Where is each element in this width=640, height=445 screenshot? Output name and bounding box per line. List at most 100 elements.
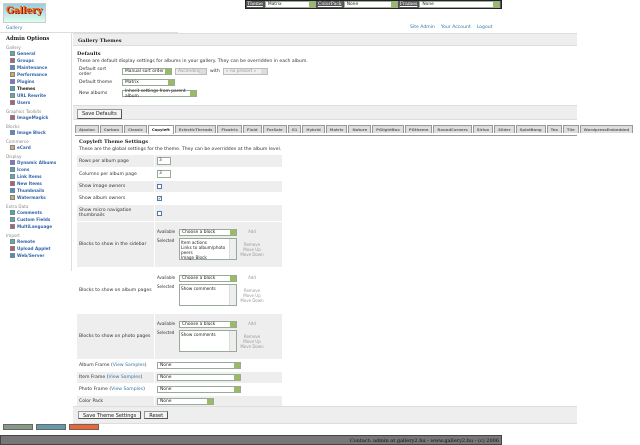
sidebar-item-custom-fields[interactable]: Custom Fields: [6, 216, 67, 223]
gallery2-badge[interactable]: [36, 424, 66, 430]
photo-add-button[interactable]: Add: [248, 321, 256, 326]
icons-icon: [10, 167, 15, 172]
tab-carbon[interactable]: Carbon: [99, 125, 124, 133]
tab-tea[interactable]: Tea: [546, 125, 562, 133]
sidebar-remove-button[interactable]: Remove: [243, 242, 261, 247]
album-remove-button[interactable]: Remove: [243, 288, 261, 293]
show-micro-navigation-checkbox[interactable]: [157, 210, 162, 216]
sidebar-item-remote[interactable]: Remote: [6, 238, 67, 245]
album-frame-select[interactable]: None: [157, 362, 241, 369]
selected-block-item[interactable]: Show comments: [181, 286, 216, 291]
tab-hybrid[interactable]: Hybrid: [302, 125, 325, 133]
sidebar-item-image-block[interactable]: Image Block: [6, 129, 67, 136]
tab-ajaxian[interactable]: Ajaxian: [75, 125, 99, 133]
w3c-badge[interactable]: [3, 424, 33, 430]
default-theme-select[interactable]: Matrix: [122, 79, 175, 86]
tab-splatbang[interactable]: SplatBang: [515, 125, 546, 133]
sidebar-move-down-button[interactable]: Move Down: [240, 252, 264, 257]
colorpack-select[interactable]: None: [343, 1, 398, 8]
tab-pgtheme[interactable]: PGtheme: [404, 125, 433, 133]
photo-frame-select[interactable]: None: [157, 386, 241, 393]
tab-classic[interactable]: Classic: [124, 125, 147, 133]
selected-block-item[interactable]: Image Block: [181, 255, 207, 260]
columns-per-page-input[interactable]: 3: [157, 170, 171, 178]
gallery-badge[interactable]: [69, 424, 99, 430]
sidebar-item-imagemagick[interactable]: ImageMagick: [6, 114, 67, 121]
photo-available-blocks-select[interactable]: Choose a block: [179, 321, 237, 328]
sidebar-item-dynamic-albums[interactable]: Dynamic Albums: [6, 159, 67, 166]
reset-button[interactable]: Reset: [144, 411, 169, 419]
sidebar-move-up-button[interactable]: Move Up: [243, 247, 261, 252]
rows-per-page-input[interactable]: 3: [157, 157, 171, 165]
tab-pglightbox[interactable]: PGlightBox: [372, 125, 404, 133]
tab-matrix[interactable]: Matrix: [325, 125, 348, 133]
tab-eclecticthreads[interactable]: EclecticThreads: [174, 125, 217, 133]
sidebar-item-watermarks[interactable]: Watermarks: [6, 194, 67, 201]
sidebar-item-general[interactable]: General: [6, 50, 67, 57]
save-defaults-button[interactable]: Save Defaults: [77, 109, 122, 119]
site-admin-link[interactable]: Site Admin: [410, 25, 435, 30]
album-frame-view-samples-link[interactable]: View Samples: [112, 363, 145, 368]
sidebar-item-upload-applet[interactable]: Upload Applet: [6, 245, 67, 252]
item-frame-view-samples-link[interactable]: View Samples: [108, 375, 141, 380]
sidebar-item-comments[interactable]: Comments: [6, 209, 67, 216]
sidebar-item-web-server[interactable]: Web/Server: [6, 252, 67, 259]
tab-roundcorners[interactable]: RoundCorners: [433, 125, 472, 133]
sidebar-item-new-items[interactable]: New Items: [6, 180, 67, 187]
sidebar-item-plugins[interactable]: Plugins: [6, 78, 67, 85]
sidebar-selected-blocks-list[interactable]: Item actions Links to album/photo peers Im…: [179, 238, 237, 260]
sort-order-select[interactable]: Manual sort order: [122, 68, 172, 75]
sidebar-item-link-items[interactable]: Link Items: [6, 173, 67, 180]
theme-select[interactable]: Matrix: [264, 1, 316, 8]
item-frame-select[interactable]: None: [157, 374, 241, 381]
tab-slider[interactable]: Slider: [494, 125, 515, 133]
breadcrumb-gallery[interactable]: Gallery: [6, 26, 23, 31]
sidebar-item-maintenance[interactable]: Maintenance: [6, 64, 67, 71]
tab-nature[interactable]: Nature: [348, 125, 372, 133]
photo-frame-view-samples-link[interactable]: View Samples: [111, 387, 144, 392]
gallery-logo[interactable]: Gallery: [3, 3, 46, 23]
album-add-button[interactable]: Add: [248, 275, 256, 280]
tab-siriux[interactable]: Siriux: [472, 125, 494, 133]
show-album-owners-checkbox[interactable]: ✔: [157, 196, 162, 201]
photo-remove-button[interactable]: Remove: [243, 334, 261, 339]
save-theme-settings-button[interactable]: Save Theme Settings: [78, 411, 142, 419]
selected-block-item[interactable]: Item actions: [181, 240, 207, 245]
color-pack-select[interactable]: None: [157, 398, 214, 405]
tab-wordpressembedded[interactable]: WordpressEmbedded: [579, 125, 634, 133]
sidebar-item-ecard[interactable]: eCard: [6, 144, 67, 151]
sidebar-item-themes[interactable]: Themes: [6, 85, 67, 92]
tab-tile[interactable]: Tile: [562, 125, 579, 133]
sidebar-available-blocks-select[interactable]: Choose a block: [179, 229, 237, 236]
photo-move-up-button[interactable]: Move Up: [243, 339, 261, 344]
album-selected-blocks-list[interactable]: Show comments: [179, 284, 237, 306]
sidebar-item-url-rewrite[interactable]: URL Rewrite: [6, 92, 67, 99]
selected-block-item[interactable]: Links to album/photo peers: [181, 245, 226, 255]
tab-g1[interactable]: G1: [287, 125, 302, 133]
sidebar-group-label: Extra Data: [6, 204, 29, 209]
sidebar-item-groups[interactable]: Groups: [6, 57, 67, 64]
sort-order-row: Default sort order Manual sort order Asc…: [73, 66, 577, 77]
sidebar-item-performance[interactable]: Performance: [6, 71, 67, 78]
photo-move-down-button[interactable]: Move Down: [240, 344, 264, 349]
tab-fluid[interactable]: Fluid: [242, 125, 262, 133]
album-move-up-button[interactable]: Move Up: [243, 293, 261, 298]
photo-selected-blocks-list[interactable]: Show comments: [179, 330, 237, 352]
album-available-blocks-select[interactable]: Choose a block: [179, 275, 237, 282]
sidebar-item-users[interactable]: Users: [6, 99, 67, 106]
sidebar-item-thumbnails[interactable]: Thumbnails: [6, 187, 67, 194]
album-move-down-button[interactable]: Move Down: [240, 298, 264, 303]
tab-copyleft[interactable]: Copyleft: [147, 125, 174, 134]
breadcrumb: Gallery: [0, 23, 178, 33]
logout-link[interactable]: Logout: [476, 25, 493, 30]
frames-select[interactable]: None: [419, 1, 500, 8]
sidebar-item-multilanguage[interactable]: MultiLanguage: [6, 223, 67, 230]
your-account-link[interactable]: Your Account: [440, 25, 471, 30]
sidebar-item-icons[interactable]: Icons: [6, 166, 67, 173]
new-albums-select[interactable]: Inherit settings from parent album: [122, 89, 197, 99]
tab-floatrix[interactable]: Floatrix: [217, 125, 242, 133]
show-image-owners-checkbox[interactable]: [157, 184, 162, 189]
tab-forsale[interactable]: ForSale: [262, 125, 287, 133]
sidebar-add-button[interactable]: Add: [248, 229, 256, 234]
selected-block-item[interactable]: Show comments: [181, 332, 216, 337]
